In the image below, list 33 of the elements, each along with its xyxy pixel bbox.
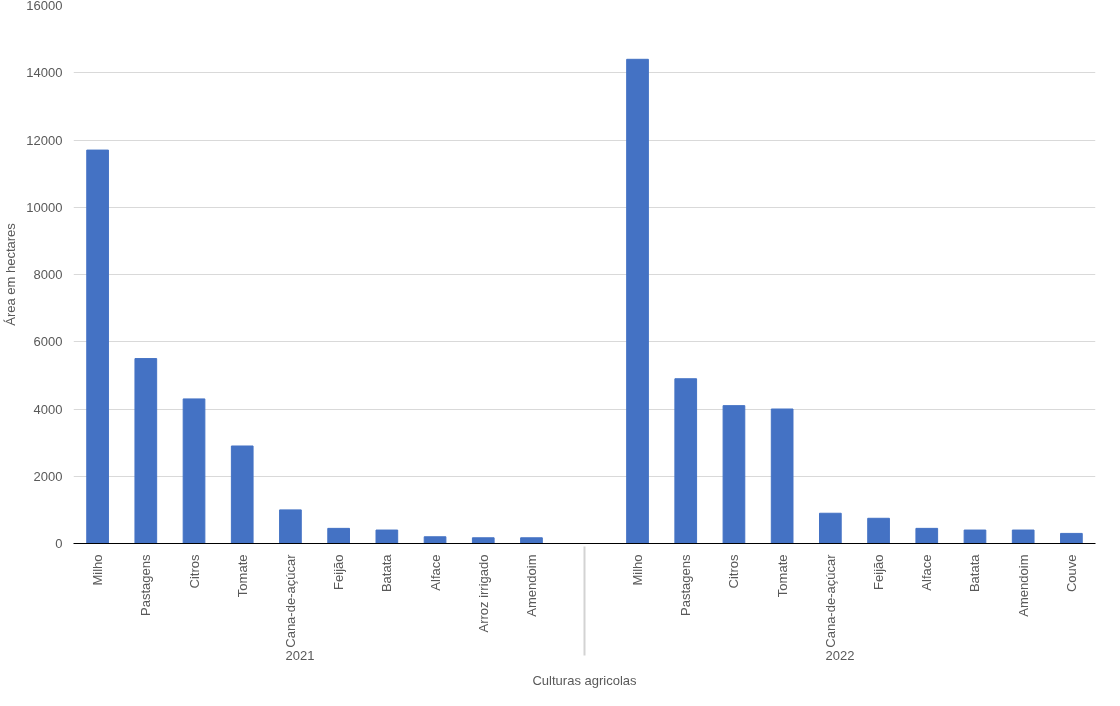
x-tick-label: Pastagens (138, 554, 154, 616)
x-tick-label: Alface (427, 554, 443, 591)
x-tick-label: Batata (967, 553, 983, 593)
y-tick-label: 10000 (26, 199, 63, 215)
x-tick-label: Citros (726, 554, 742, 589)
x-tick-label: Tomate (774, 554, 790, 598)
x-tick-label: Feijão (871, 554, 887, 590)
x-tick-label: Batata (379, 553, 395, 593)
x-tick-label: Couve (1063, 554, 1079, 593)
y-tick-label: 6000 (33, 334, 63, 350)
x-tick-label: Cana-de-açúcar (282, 553, 298, 648)
y-tick-label: 12000 (26, 132, 63, 148)
x-axis-title: Culturas agricolas (532, 672, 638, 688)
x-tick-label: Pastagens (678, 554, 694, 616)
x-tick-label: Feijão (331, 554, 347, 590)
y-tick-label: 16000 (26, 0, 63, 13)
x-tick-label: Alface (919, 554, 935, 591)
x-tick-label: Citros (186, 554, 202, 589)
y-axis-title: Área em hectares (3, 222, 19, 326)
y-tick-label: 8000 (33, 267, 63, 282)
x-tick-label: Amendoim (1015, 554, 1031, 617)
x-tick-label: Milho (630, 554, 646, 586)
x-tick-label: Cana-de-açúcar (822, 553, 838, 648)
x-tick-label: Amendoim (523, 554, 539, 617)
x-tick-label: Arroz irrigado (475, 554, 491, 633)
text: 2022 (825, 648, 855, 664)
x-tick-label: Milho (90, 554, 106, 586)
y-tick-label: 4000 (33, 401, 63, 417)
y-tick-label: 0 (55, 536, 63, 551)
y-tick-label: 2000 (33, 468, 63, 484)
x-tick-label: Tomate (234, 554, 250, 598)
y-tick-label: 14000 (26, 65, 63, 81)
text: 2021 (285, 648, 315, 664)
